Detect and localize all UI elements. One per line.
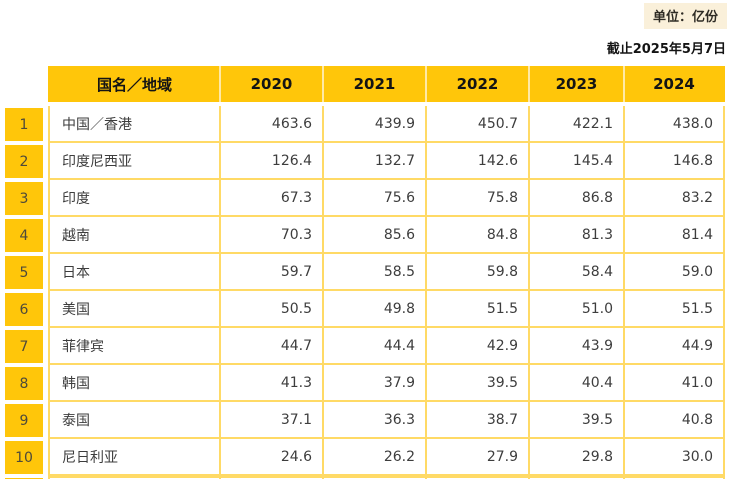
row-value: 44.7: [221, 328, 324, 365]
row-value: 59.8: [427, 254, 530, 291]
table-row: 5 日本 59.7 58.5 59.8 58.4 59.0: [5, 254, 725, 291]
column-header-2023: 2023: [530, 66, 625, 102]
row-value: 83.2: [625, 180, 725, 217]
column-header-2020: 2020: [221, 66, 324, 102]
row-value: 39.5: [530, 402, 625, 439]
row-value: 37.1: [221, 402, 324, 439]
row-rank: 10: [5, 441, 43, 474]
table-body: 1 中国／香港 463.6 439.9 450.7 422.1 438.0 2 …: [5, 106, 725, 476]
row-value: 145.4: [530, 143, 625, 180]
row-country: 尼日利亚: [48, 439, 221, 476]
table-row: 1 中国／香港 463.6 439.9 450.7 422.1 438.0: [5, 106, 725, 143]
row-country: 韩国: [48, 365, 221, 402]
row-rank: 6: [5, 293, 43, 326]
row-value: 40.8: [625, 402, 725, 439]
row-value: 27.9: [427, 439, 530, 476]
row-value: 126.4: [221, 143, 324, 180]
row-country: 菲律宾: [48, 328, 221, 365]
table-header-row: 国名／地域 2020 2021 2022 2023 2024: [5, 66, 725, 102]
row-country: 印度尼西亚: [48, 143, 221, 180]
row-rank: 7: [5, 330, 43, 363]
row-value: 50.5: [221, 291, 324, 328]
row-value: 44.9: [625, 328, 725, 365]
table-row: 10 尼日利亚 24.6 26.2 27.9 29.8 30.0: [5, 439, 725, 476]
row-value: 51.0: [530, 291, 625, 328]
row-value: 41.0: [625, 365, 725, 402]
row-country: 泰国: [48, 402, 221, 439]
row-value: 37.9: [324, 365, 427, 402]
row-value: 30.0: [625, 439, 725, 476]
row-value: 75.6: [324, 180, 427, 217]
table-row: 6 美国 50.5 49.8 51.5 51.0 51.5: [5, 291, 725, 328]
row-value: 439.9: [324, 106, 427, 143]
row-country: 美国: [48, 291, 221, 328]
row-value: 86.8: [530, 180, 625, 217]
row-value: 70.3: [221, 217, 324, 254]
row-value: 85.6: [324, 217, 427, 254]
row-value: 450.7: [427, 106, 530, 143]
row-rank: 2: [5, 145, 43, 178]
column-header-2024: 2024: [625, 66, 725, 102]
row-country: 印度: [48, 180, 221, 217]
column-header-country: 国名／地域: [48, 66, 221, 102]
column-header-2021: 2021: [324, 66, 427, 102]
row-value: 29.8: [530, 439, 625, 476]
partial-row: [5, 476, 725, 479]
as-of-date: 截止2025年5月7日: [606, 42, 726, 57]
row-value: 67.3: [221, 180, 324, 217]
table-row: 3 印度 67.3 75.6 75.8 86.8 83.2: [5, 180, 725, 217]
data-table: 国名／地域 2020 2021 2022 2023 2024 1 中国／香港 4…: [5, 66, 725, 479]
row-value: 51.5: [625, 291, 725, 328]
row-country: 日本: [48, 254, 221, 291]
rank-header-cell: [5, 66, 43, 102]
row-value: 58.5: [324, 254, 427, 291]
row-value: 58.4: [530, 254, 625, 291]
table-row: 8 韩国 41.3 37.9 39.5 40.4 41.0: [5, 365, 725, 402]
row-rank: 8: [5, 367, 43, 400]
table-row: 9 泰国 37.1 36.3 38.7 39.5 40.8: [5, 402, 725, 439]
table-row: 2 印度尼西亚 126.4 132.7 142.6 145.4 146.8: [5, 143, 725, 180]
row-country: 中国／香港: [48, 106, 221, 143]
table-row: 7 菲律宾 44.7 44.4 42.9 43.9 44.9: [5, 328, 725, 365]
row-country: 越南: [48, 217, 221, 254]
row-value: 84.8: [427, 217, 530, 254]
row-value: 75.8: [427, 180, 530, 217]
row-value: 438.0: [625, 106, 725, 143]
row-rank: 4: [5, 219, 43, 252]
row-value: 59.0: [625, 254, 725, 291]
row-value: 36.3: [324, 402, 427, 439]
partial-row-country: [48, 476, 221, 479]
row-value: 51.5: [427, 291, 530, 328]
row-rank: 3: [5, 182, 43, 215]
row-value: 44.4: [324, 328, 427, 365]
row-value: 38.7: [427, 402, 530, 439]
row-value: 81.4: [625, 217, 725, 254]
row-rank: 9: [5, 404, 43, 437]
row-value: 40.4: [530, 365, 625, 402]
row-value: 39.5: [427, 365, 530, 402]
row-value: 142.6: [427, 143, 530, 180]
column-header-2022: 2022: [427, 66, 530, 102]
row-value: 59.7: [221, 254, 324, 291]
row-value: 132.7: [324, 143, 427, 180]
row-value: 463.6: [221, 106, 324, 143]
row-value: 81.3: [530, 217, 625, 254]
row-value: 42.9: [427, 328, 530, 365]
row-value: 26.2: [324, 439, 427, 476]
row-value: 24.6: [221, 439, 324, 476]
row-value: 422.1: [530, 106, 625, 143]
row-rank: 5: [5, 256, 43, 289]
row-rank: 1: [5, 108, 43, 141]
row-value: 146.8: [625, 143, 725, 180]
unit-badge: 单位：亿份: [643, 3, 727, 29]
table-row: 4 越南 70.3 85.6 84.8 81.3 81.4: [5, 217, 725, 254]
row-value: 41.3: [221, 365, 324, 402]
row-value: 43.9: [530, 328, 625, 365]
row-value: 49.8: [324, 291, 427, 328]
